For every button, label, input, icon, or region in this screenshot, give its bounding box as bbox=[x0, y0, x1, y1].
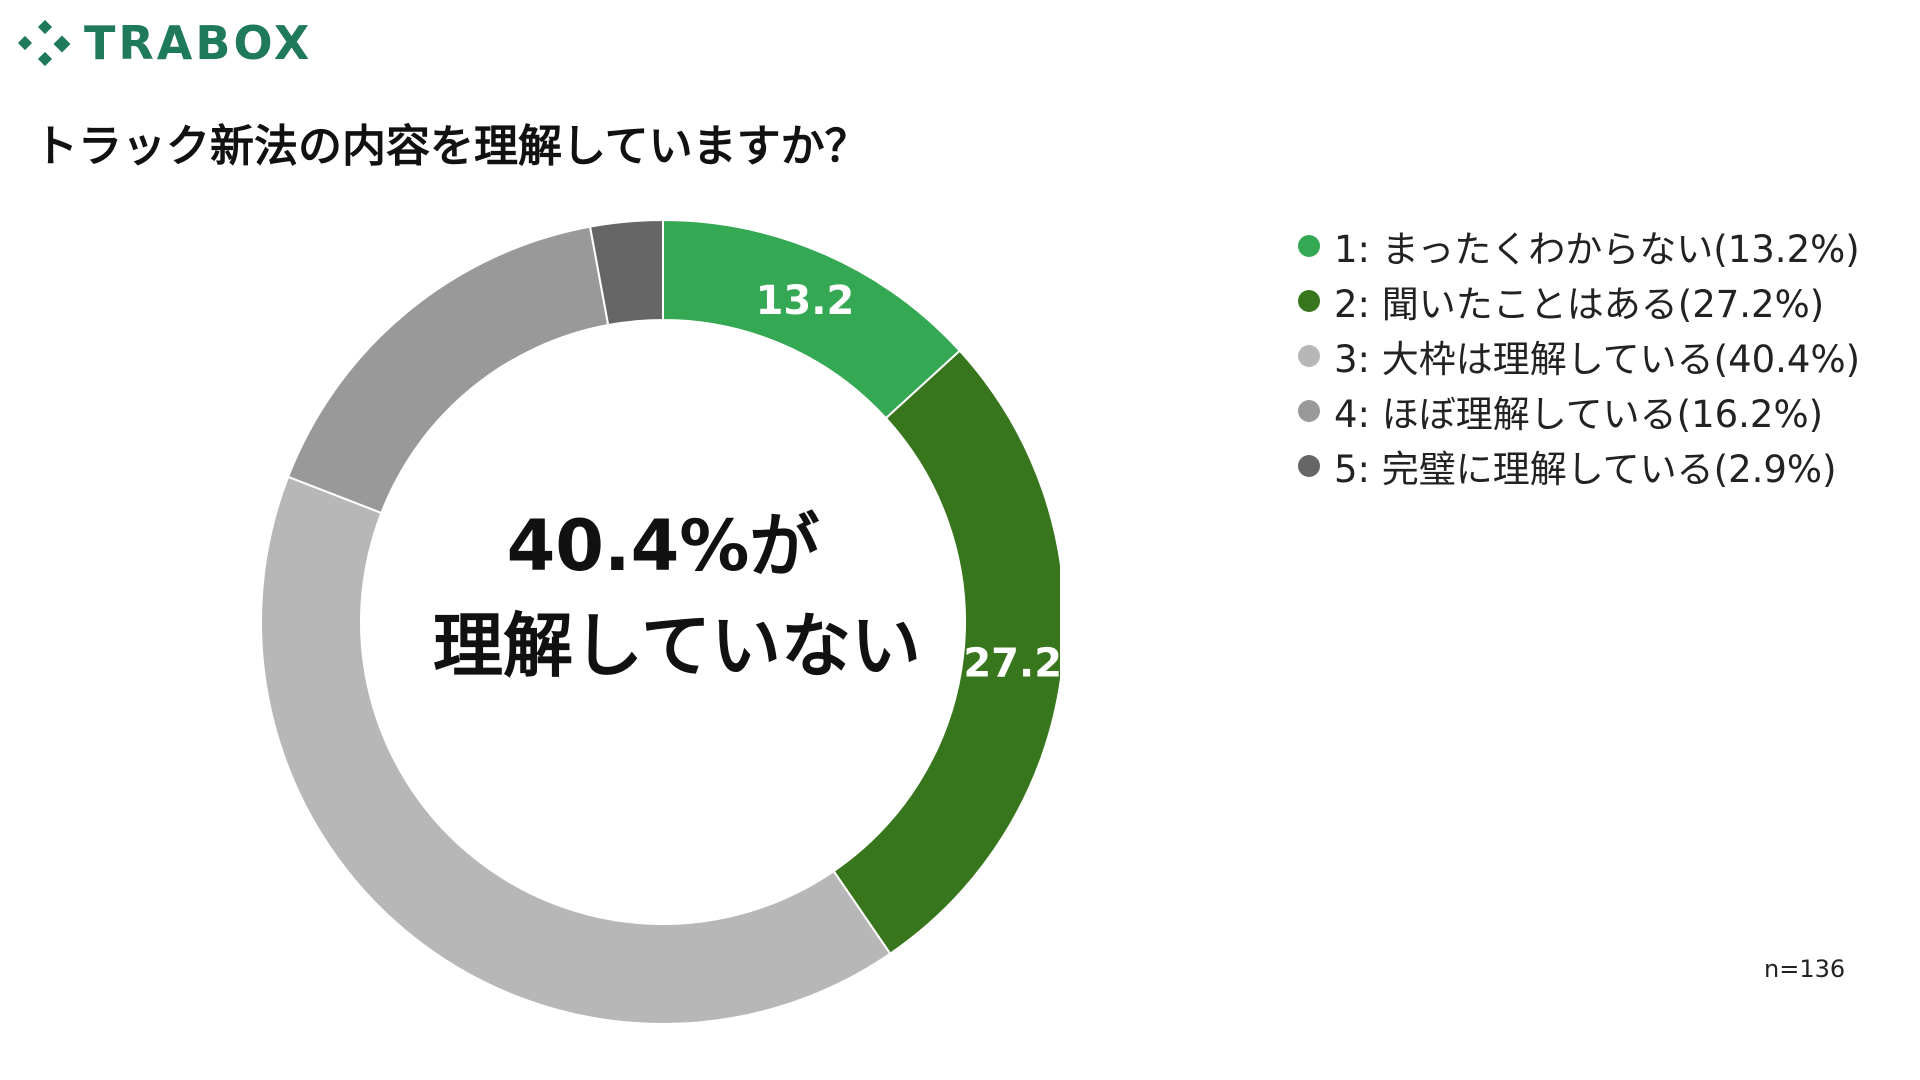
brand-logo: TRABOX bbox=[14, 16, 312, 70]
legend-item-3: 3: 大枠は理解している(40.4%) bbox=[1298, 328, 1860, 383]
legend-swatch bbox=[1298, 344, 1320, 367]
diamond-cluster-icon bbox=[17, 20, 71, 66]
brand-name: TRABOX bbox=[84, 16, 313, 70]
donut-chart: 13.2 27.2 40.4%が 理解していない bbox=[260, 218, 1060, 1025]
center-text-line2: 理解していない bbox=[433, 605, 921, 687]
slice-data-label-1: 13.2 bbox=[756, 278, 855, 324]
legend-label: 2: 聞いたことはある(27.2%) bbox=[1334, 282, 1825, 326]
donut-slice-2 bbox=[832, 349, 1060, 956]
center-text-line1: 40.4%が bbox=[507, 505, 820, 587]
chart-title: トラック新法の内容を理解していますか？ bbox=[34, 121, 869, 172]
legend-swatch bbox=[1298, 289, 1320, 312]
donut-slice-4 bbox=[286, 225, 610, 515]
legend-label: 5: 完璧に理解している(2.9%) bbox=[1334, 447, 1837, 491]
legend-label: 4: ほぼ理解している(16.2%) bbox=[1334, 392, 1824, 436]
legend-item-5: 5: 完璧に理解している(2.9%) bbox=[1298, 438, 1860, 493]
slice-data-label-2: 27.2 bbox=[963, 640, 1060, 686]
legend-swatch bbox=[1298, 234, 1320, 257]
legend-label: 3: 大枠は理解している(40.4%) bbox=[1334, 337, 1861, 381]
sample-size-note: n=136 bbox=[1764, 955, 1846, 983]
legend-swatch bbox=[1298, 399, 1320, 422]
legend: 1: まったくわからない(13.2%) 2: 聞いたことはある(27.2%) 3: … bbox=[1298, 218, 1860, 493]
legend-item-2: 2: 聞いたことはある(27.2%) bbox=[1298, 273, 1860, 328]
legend-swatch bbox=[1298, 454, 1320, 477]
legend-item-1: 1: まったくわからない(13.2%) bbox=[1298, 218, 1860, 273]
donut-slice-5 bbox=[588, 218, 664, 327]
legend-item-4: 4: ほぼ理解している(16.2%) bbox=[1298, 383, 1860, 438]
donut-slice-3 bbox=[260, 475, 892, 1025]
legend-label: 1: まったくわからない(13.2%) bbox=[1334, 227, 1860, 271]
